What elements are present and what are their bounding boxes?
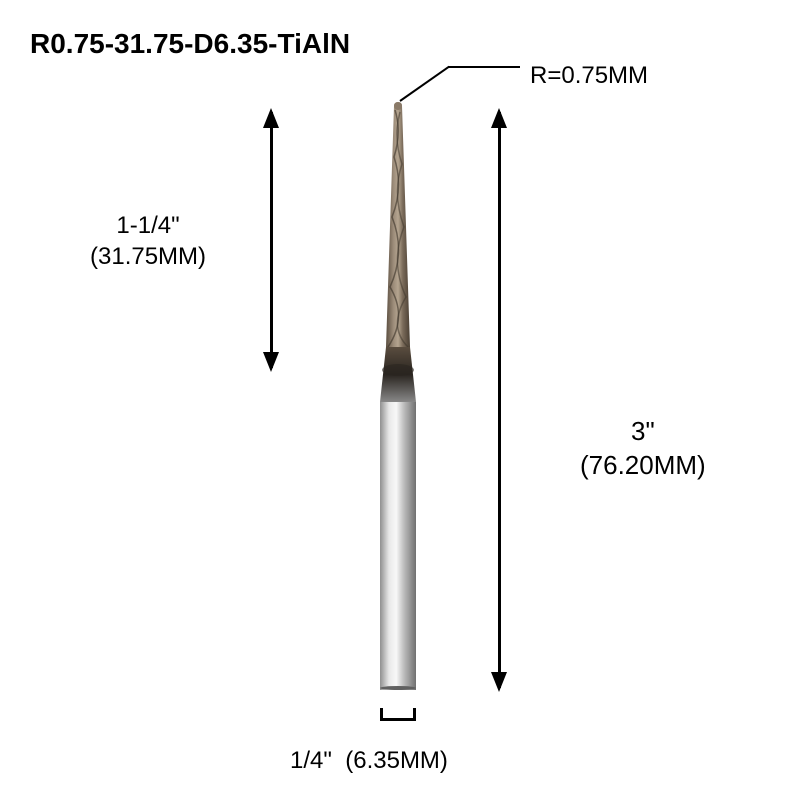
shank-width-line	[380, 718, 416, 721]
radius-leader-line-h	[448, 66, 520, 68]
product-title: R0.75-31.75-D6.35-TiAlN	[30, 28, 350, 60]
total-imperial: 3"	[631, 416, 655, 446]
total-length-label: 3" (76.20MM)	[580, 415, 706, 483]
shank-width-label: 1/4" (6.35MM)	[290, 745, 448, 776]
shank-imperial: 1/4"	[290, 747, 332, 774]
flute-length-arrow-line	[270, 112, 273, 368]
flute-length-label: 1-1/4" (31.75MM)	[90, 210, 206, 272]
shank-metric: (6.35MM)	[345, 747, 448, 774]
flute-arrow-head-up	[263, 108, 279, 128]
total-length-arrow-line	[498, 112, 501, 688]
total-arrow-head-up	[491, 108, 507, 128]
drill-bit-diagram	[380, 102, 416, 690]
total-arrow-head-down	[491, 672, 507, 692]
shank-tick-right	[413, 708, 416, 721]
total-metric: (76.20MM)	[580, 450, 706, 480]
radius-label: R=0.75MM	[530, 60, 648, 91]
radius-leader-line	[399, 66, 449, 102]
flute-imperial: 1-1/4"	[116, 212, 179, 239]
flute-arrow-head-down	[263, 352, 279, 372]
flute-metric: (31.75MM)	[90, 243, 206, 270]
shank-tick-left	[380, 708, 383, 721]
